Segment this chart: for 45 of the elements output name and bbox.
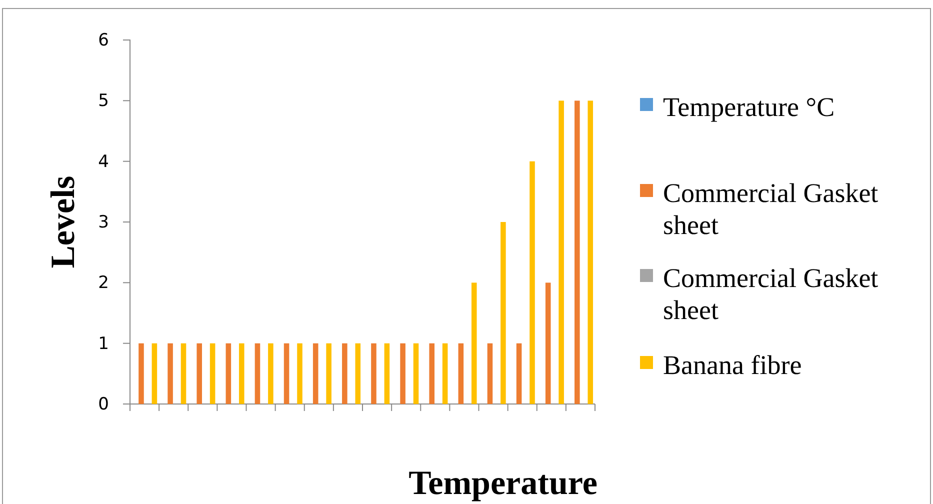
y-tick-label: 6 <box>98 30 109 50</box>
bar <box>458 343 464 404</box>
bar <box>429 343 434 404</box>
bar <box>588 100 594 404</box>
bar <box>471 282 477 404</box>
bar <box>545 282 551 404</box>
bar <box>342 343 348 404</box>
bar <box>180 343 186 404</box>
legend-label: Banana fibre <box>663 350 802 380</box>
bar <box>558 100 564 404</box>
bar <box>152 343 158 404</box>
bar <box>196 343 202 404</box>
bar <box>312 343 318 404</box>
y-tick-label: 2 <box>98 273 109 294</box>
bar <box>487 343 493 404</box>
bar <box>442 343 448 404</box>
bar <box>284 343 290 404</box>
bar <box>238 343 244 404</box>
bar <box>138 343 144 404</box>
bar <box>413 343 419 404</box>
bar <box>371 343 376 404</box>
y-tick-label: 5 <box>98 91 109 112</box>
bar <box>326 343 332 404</box>
bar <box>530 161 535 404</box>
y-tick-label: 1 <box>98 334 109 354</box>
bar <box>297 343 302 404</box>
bar <box>168 343 173 404</box>
bar <box>226 343 232 404</box>
legend-label: Commercial Gasket sheet <box>663 178 879 240</box>
y-tick-label: 0 <box>98 394 109 414</box>
x-axis-title: Temperature <box>408 465 598 502</box>
bar <box>500 222 506 404</box>
bar <box>384 343 390 404</box>
legend-label: Commercial Gasket sheet <box>663 263 879 325</box>
bar <box>268 343 274 404</box>
y-tick-label: 4 <box>98 152 109 172</box>
bar <box>400 343 406 404</box>
y-axis-title: Levels <box>45 176 82 268</box>
y-tick-label: 3 <box>98 212 109 232</box>
legend-label: Temperature °C <box>663 92 835 122</box>
bar <box>210 343 216 404</box>
bar <box>574 100 580 404</box>
bar <box>516 343 522 404</box>
bar <box>355 343 361 404</box>
bar <box>254 343 260 404</box>
